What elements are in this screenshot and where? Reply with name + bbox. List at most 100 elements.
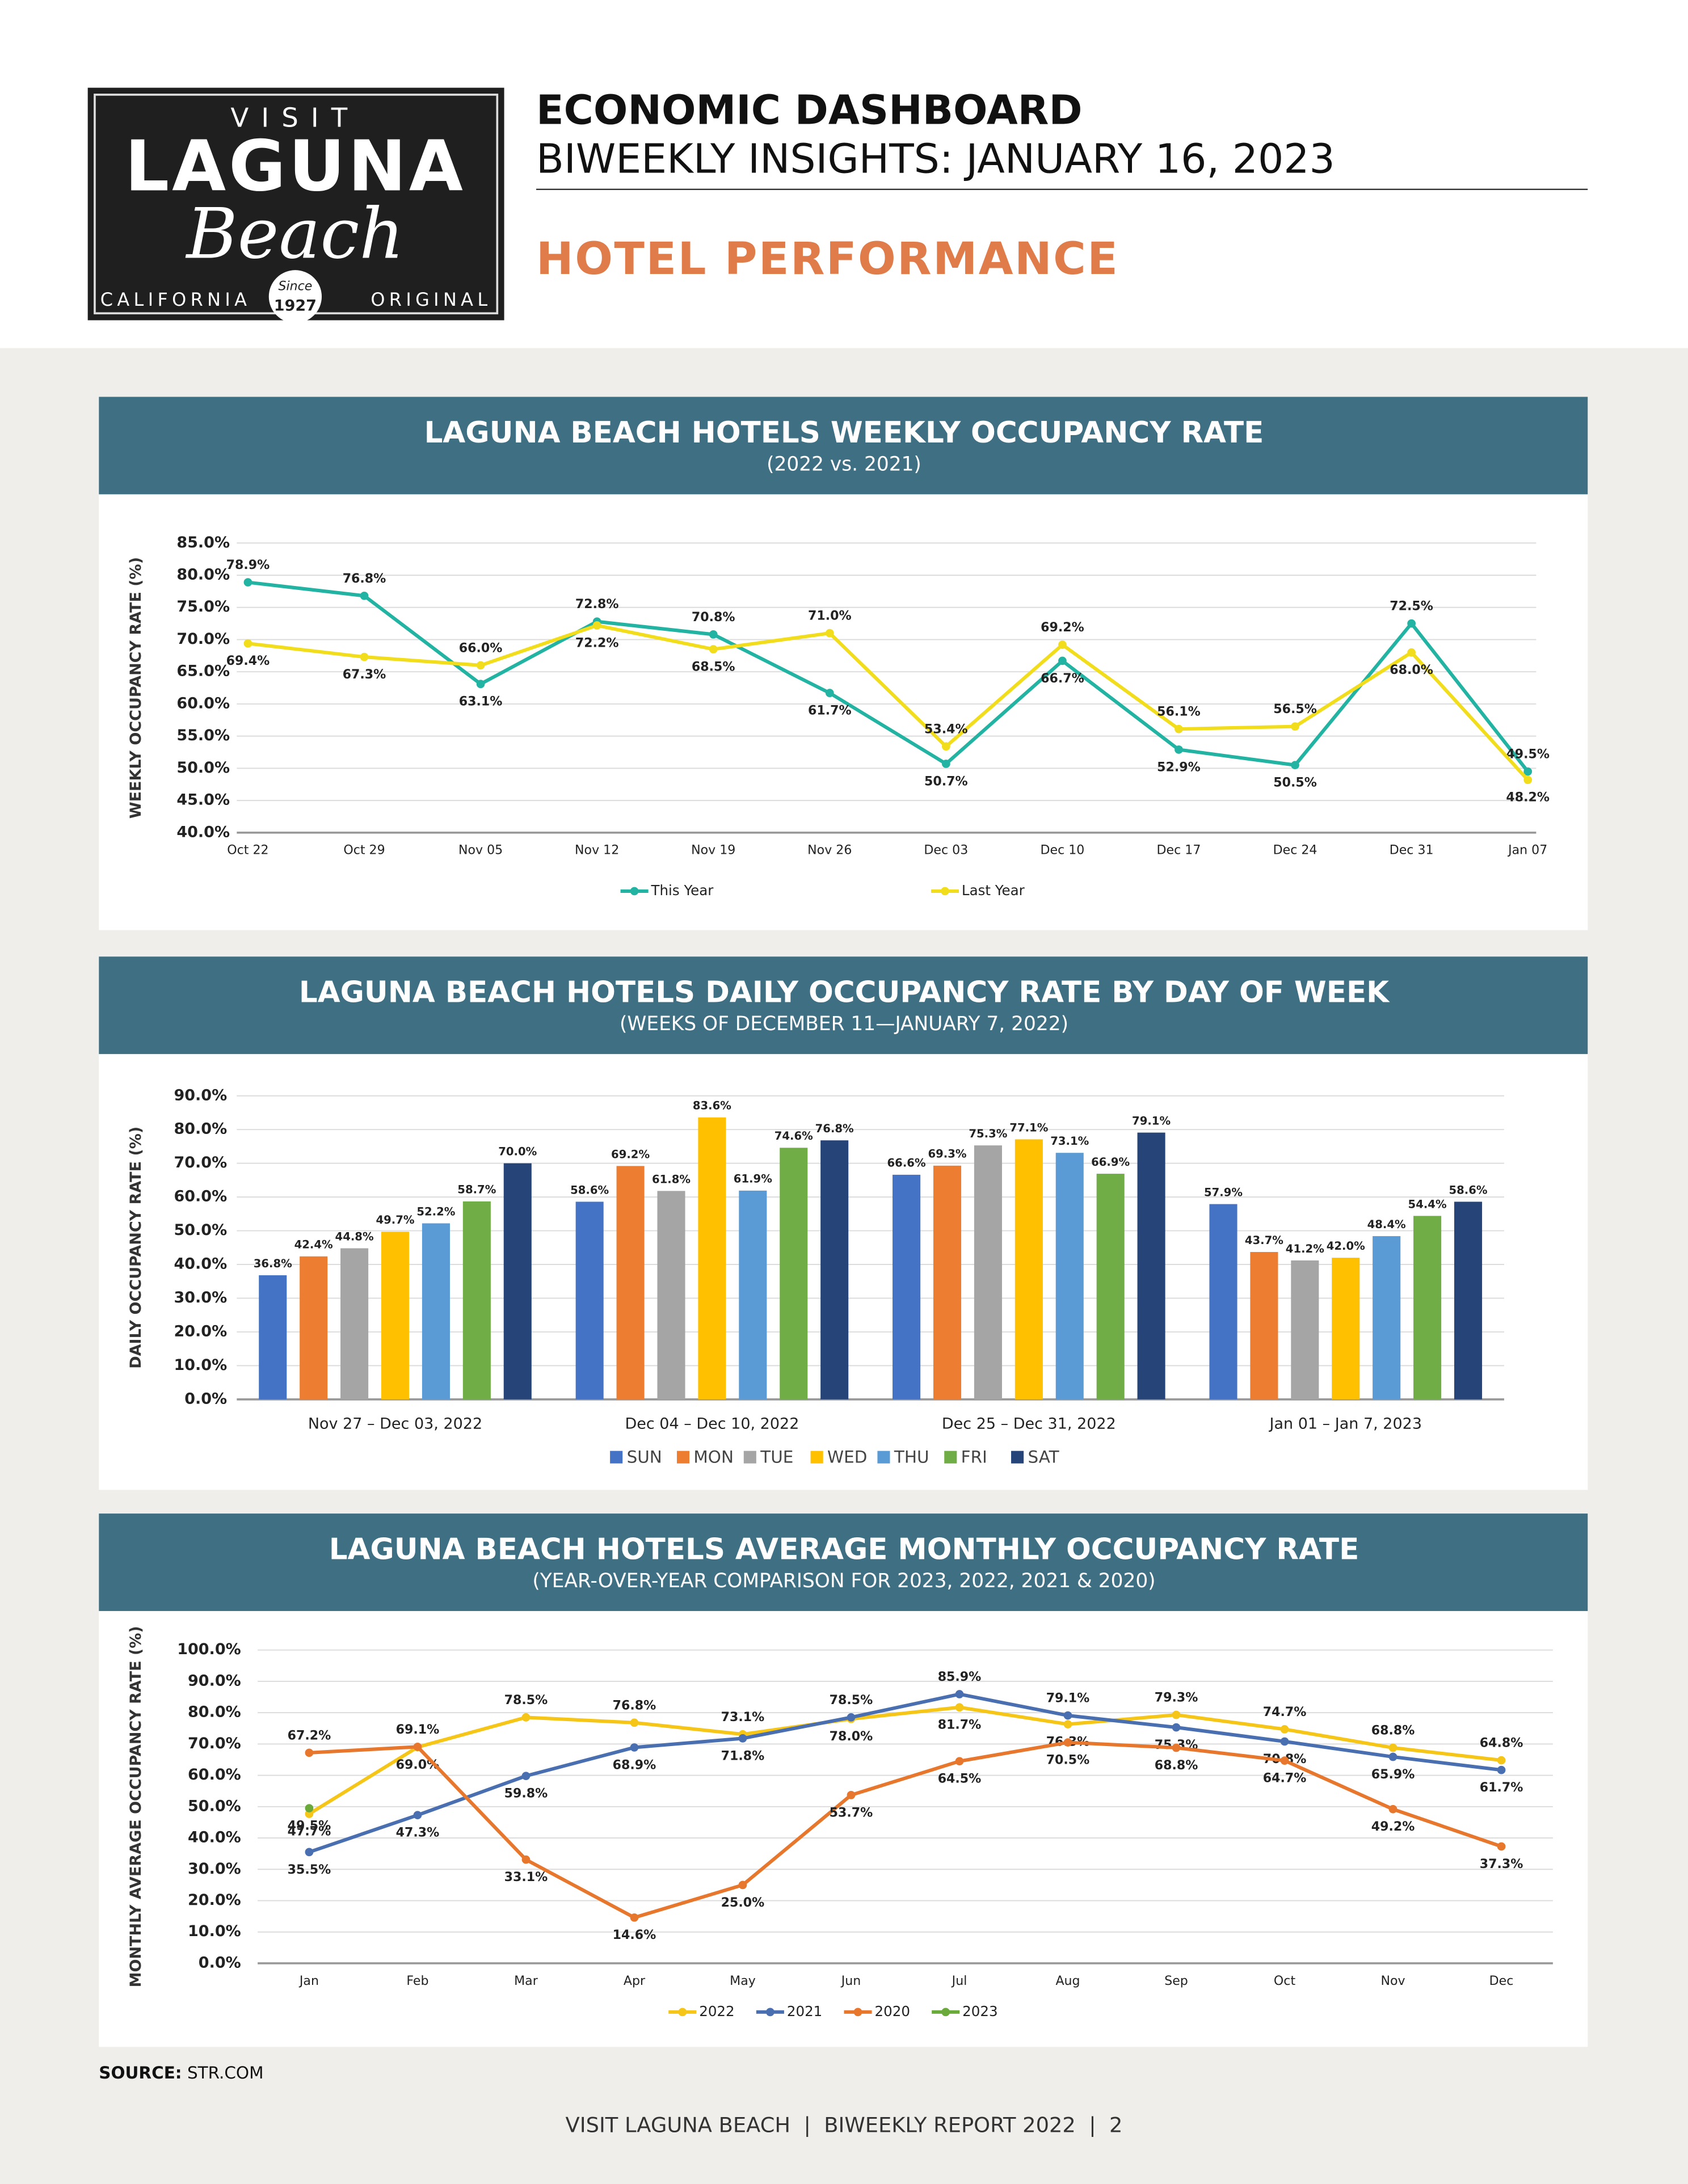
data-point <box>738 1881 747 1890</box>
y-tick-label: 50.0% <box>176 759 230 777</box>
legend-swatch <box>610 1451 623 1464</box>
data-label: 53.4% <box>924 722 968 736</box>
legend-marker <box>766 2008 774 2017</box>
source: SOURCE: STR.COM <box>99 2063 263 2082</box>
data-point <box>1172 1710 1181 1719</box>
panel-banner <box>99 397 1588 495</box>
x-tick-label: Dec 24 <box>1273 843 1317 858</box>
data-point <box>1063 1720 1072 1728</box>
data-label: 58.6% <box>570 1183 609 1196</box>
chart-title: LAGUNA BEACH HOTELS DAILY OCCUPANCY RATE… <box>299 976 1390 1010</box>
data-point <box>1407 648 1416 657</box>
data-point <box>476 661 485 670</box>
data-point <box>709 630 718 639</box>
data-label: 76.8% <box>815 1122 854 1135</box>
data-label: 37.3% <box>1480 1857 1523 1871</box>
x-tick-label: Jan <box>298 1974 319 1988</box>
data-point <box>1063 1711 1072 1720</box>
x-tick-label: Dec 03 <box>924 843 968 858</box>
data-label: 50.7% <box>924 774 968 789</box>
data-label: 59.8% <box>504 1786 548 1801</box>
data-label: 61.9% <box>734 1173 772 1186</box>
legend-label: 2022 <box>699 2003 734 2019</box>
data-point <box>243 639 252 648</box>
legend-marker <box>630 887 639 896</box>
legend-swatch <box>676 1451 690 1464</box>
chart-title: LAGUNA BEACH HOTELS AVERAGE MONTHLY OCCU… <box>329 1532 1359 1566</box>
legend-label: FRI <box>961 1447 987 1466</box>
data-label: 49.2% <box>1371 1819 1415 1834</box>
logo-top: VISIT <box>230 103 360 133</box>
data-label: 69.4% <box>226 653 270 668</box>
series-line <box>308 1692 1502 1854</box>
x-tick-label: Jan 01 – Jan 7, 2023 <box>1269 1415 1422 1433</box>
bar <box>575 1201 604 1399</box>
data-label: 68.5% <box>692 659 735 674</box>
y-tick-label: 40.0% <box>188 1829 241 1846</box>
data-point <box>1172 1743 1181 1752</box>
bar <box>1096 1174 1125 1399</box>
legend-swatch <box>944 1451 957 1464</box>
legend-marker <box>941 887 949 896</box>
legend-label: WED <box>827 1447 867 1466</box>
data-label: 83.6% <box>693 1099 731 1112</box>
data-point <box>1523 767 1533 776</box>
x-tick-label: Dec 17 <box>1157 843 1201 858</box>
data-label: 65.9% <box>1371 1767 1415 1782</box>
legend-marker <box>941 2008 950 2017</box>
bar <box>780 1148 808 1399</box>
logo-left: CALIFORNIA <box>100 289 251 310</box>
data-point <box>1063 1738 1072 1747</box>
data-label: 69.2% <box>1041 620 1084 635</box>
x-tick-label: Dec 04 – Dec 10, 2022 <box>625 1415 799 1433</box>
legend-swatch <box>743 1451 756 1464</box>
bar <box>933 1165 962 1399</box>
data-point <box>847 1713 856 1722</box>
logo-name: LAGUNA <box>125 126 466 207</box>
bar <box>893 1174 921 1399</box>
x-tick-label: Dec 31 <box>1390 843 1434 858</box>
data-label: 42.0% <box>1327 1239 1365 1253</box>
data-point <box>1058 656 1067 665</box>
data-point <box>305 1804 314 1812</box>
bar <box>820 1140 849 1399</box>
x-tick-label: Jan 07 <box>1507 843 1547 858</box>
data-label: 78.0% <box>830 1729 873 1744</box>
bar <box>381 1232 410 1399</box>
data-point <box>1291 722 1299 731</box>
x-tick-label: Dec <box>1489 1974 1514 1988</box>
logo-seal <box>268 270 322 323</box>
y-tick-label: 0.0% <box>184 1390 227 1407</box>
y-tick-label: 50.0% <box>188 1797 241 1815</box>
bar <box>698 1117 726 1399</box>
logo-since: Since <box>278 279 312 294</box>
panel-banner <box>99 956 1588 1055</box>
y-tick-label: 45.0% <box>176 791 230 809</box>
data-point <box>413 1811 422 1820</box>
bar <box>1055 1153 1084 1399</box>
y-tick-label: 10.0% <box>188 1922 241 1940</box>
y-tick-label: 80.0% <box>176 566 230 584</box>
data-label: 68.0% <box>1390 663 1433 677</box>
data-label: 67.2% <box>288 1728 331 1743</box>
legend-label: This Year <box>651 882 714 899</box>
data-label: 69.1% <box>396 1722 440 1737</box>
data-label: 43.7% <box>1245 1234 1283 1247</box>
chart-panel: LAGUNA BEACH HOTELS WEEKLY OCCUPANCY RAT… <box>99 397 1588 930</box>
y-tick-label: 80.0% <box>188 1704 241 1721</box>
data-point <box>521 1855 531 1864</box>
x-tick-label: Nov <box>1381 1974 1405 1988</box>
data-label: 76.8% <box>343 571 386 586</box>
data-point <box>521 1772 531 1781</box>
data-label: 79.1% <box>1132 1114 1171 1127</box>
data-point <box>1523 775 1533 785</box>
data-point <box>1058 640 1067 649</box>
x-tick-label: Jul <box>951 1974 967 1988</box>
data-point <box>360 652 369 661</box>
data-label: 56.1% <box>1157 705 1201 719</box>
data-point <box>521 1713 531 1722</box>
data-point <box>955 1690 964 1698</box>
bar <box>1137 1132 1165 1399</box>
x-tick-label: Nov 27 – Dec 03, 2022 <box>308 1415 482 1433</box>
